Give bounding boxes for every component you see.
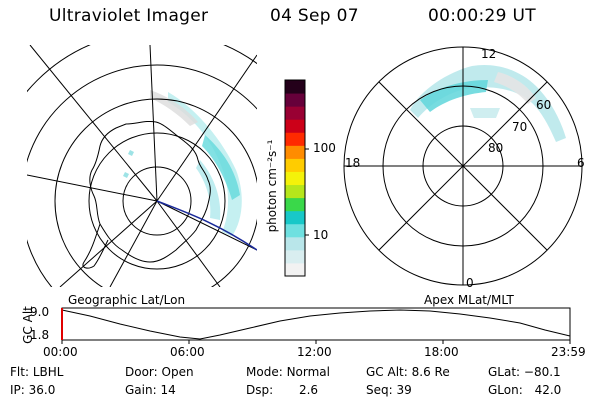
colorbar-cell	[285, 197, 305, 212]
colorbar-cell	[285, 249, 305, 264]
timeline-xtick-1800: 18:00	[424, 345, 459, 359]
info-dsp: Dsp: 2.6	[246, 383, 318, 397]
timeline-ytick-high: 9.0	[30, 305, 50, 319]
gcalt-value: 8.6 Re	[411, 365, 450, 379]
info-gain: Gain: 14	[125, 383, 176, 397]
glon-value: 42.0	[534, 383, 562, 397]
mode-label: Mode:	[246, 365, 283, 379]
dsp-label: Dsp:	[246, 383, 274, 397]
altitude-timeline	[61, 307, 571, 344]
door-value: Open	[161, 365, 194, 379]
timeline-xtick-1200: 12:00	[297, 345, 332, 359]
glon-label: GLon:	[488, 383, 523, 397]
colorbar-tick-10: 10	[313, 228, 329, 242]
time-label: 00:00:29 UT	[428, 6, 536, 26]
orbit-track	[156, 200, 257, 251]
colorbar	[284, 79, 309, 277]
colorbar-cell	[285, 106, 305, 120]
colorbar-cell	[285, 262, 305, 277]
colorbar-cell	[285, 236, 305, 251]
latitude-grid	[27, 45, 257, 287]
flt-value: LBHL	[32, 365, 64, 379]
colorbar-cell	[285, 93, 305, 107]
colorbar-cell	[285, 158, 305, 172]
polar-panel-label: Apex MLat/MLT	[424, 293, 514, 307]
info-ip: IP: 36.0	[10, 383, 55, 397]
info-flt: Flt: LBHL	[10, 365, 63, 379]
info-mode: Mode: Normal	[246, 365, 330, 379]
geographic-panel-label: Geographic Lat/Lon	[68, 293, 186, 307]
flt-label: Flt:	[10, 365, 29, 379]
colorbar-cell	[285, 171, 305, 186]
door-label: Door:	[125, 365, 158, 379]
geographic-map	[27, 45, 257, 287]
gcalt-label: GC Alt:	[366, 365, 408, 379]
glat-value: −80.1	[523, 365, 561, 379]
ip-label: IP:	[10, 383, 25, 397]
ip-value: 36.0	[28, 383, 56, 397]
gain-label: Gain:	[125, 383, 157, 397]
mlt-label-12: 12	[481, 47, 497, 61]
info-door: Door: Open	[125, 365, 194, 379]
timeline-xtick-0600: 06:00	[170, 345, 205, 359]
polar-aurora-emission	[410, 64, 566, 142]
glat-label: GLat:	[488, 365, 521, 379]
colorbar-tick-100: 100	[313, 141, 336, 155]
colorbar-cell	[285, 132, 305, 146]
timeline-xtick-2359: 23:59	[551, 345, 586, 359]
colorbar-cell	[285, 184, 305, 199]
mlat-label-70: 70	[512, 120, 528, 134]
dsp-value: 2.6	[298, 383, 319, 397]
colorbar-cell	[285, 210, 305, 225]
antarctica-coastline	[89, 120, 211, 263]
longitude-grid	[27, 45, 257, 287]
mlt-label-18: 18	[345, 156, 361, 170]
colorbar-cell	[285, 80, 305, 94]
mlt-label-6: 6	[577, 156, 585, 170]
colorbar-unit-label: photon cm⁻²s⁻¹	[265, 139, 279, 233]
timeline-ytick-low: 1.8	[30, 328, 50, 342]
info-glat: GLat: −80.1	[488, 365, 561, 379]
seq-label: Seq:	[366, 383, 393, 397]
date-label: 04 Sep 07	[270, 6, 359, 26]
mlat-label-80: 80	[488, 141, 504, 155]
seq-value: 39	[396, 383, 412, 397]
altitude-curve	[61, 309, 571, 340]
mode-value: Normal	[286, 365, 330, 379]
timeline-xtick-0000: 00:00	[43, 345, 78, 359]
info-glon: GLon: 42.0	[488, 383, 561, 397]
mlat-label-60: 60	[536, 98, 552, 112]
colorbar-cell	[285, 119, 305, 133]
polar-plot	[343, 46, 583, 286]
gain-value: 14	[160, 383, 176, 397]
colorbar-cell	[285, 223, 305, 238]
info-gcalt: GC Alt: 8.6 Re	[366, 365, 450, 379]
mlt-label-0: 0	[466, 276, 474, 290]
colorbar-cell	[285, 145, 305, 159]
instrument-title: Ultraviolet Imager	[49, 6, 209, 26]
info-seq: Seq: 39	[366, 383, 412, 397]
